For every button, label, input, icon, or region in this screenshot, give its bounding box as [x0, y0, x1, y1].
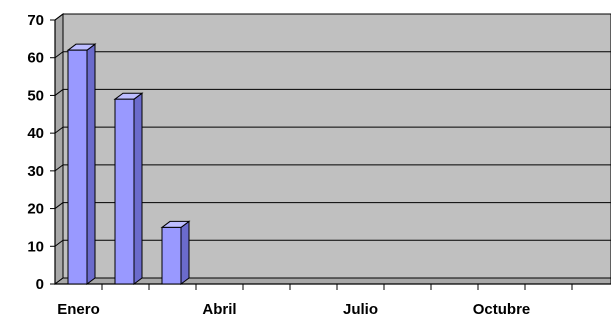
y-tick-label: 20: [27, 201, 44, 218]
bar: [113, 92, 144, 285]
bar: [66, 43, 97, 285]
y-tick-label: 60: [27, 50, 44, 67]
bar-front: [67, 49, 88, 285]
bar-side: [86, 43, 96, 285]
y-tick-label: 30: [27, 163, 44, 180]
y-tick-label: 10: [27, 238, 44, 255]
gridline-diagonal: [54, 164, 64, 172]
x-tick-label: Enero: [57, 301, 100, 318]
gridline-diagonal: [54, 89, 64, 96]
plot-back-wall: [62, 13, 611, 279]
y-tick-label: 40: [27, 125, 44, 142]
bar: [160, 220, 191, 285]
gridline-diagonal: [54, 13, 64, 21]
y-tick-label: 0: [36, 276, 44, 293]
y-tick-label: 70: [27, 12, 44, 29]
x-tick-label: Abril: [202, 301, 236, 318]
gridline-diagonal: [54, 239, 64, 247]
x-tick-label: Octubre: [473, 301, 531, 318]
bar-front: [114, 98, 135, 285]
x-tick-label: Julio: [343, 301, 378, 318]
bar-front: [161, 226, 182, 285]
bar-side: [180, 220, 190, 285]
y-tick-label: 50: [27, 87, 44, 104]
bar-side: [133, 92, 143, 285]
gridline-diagonal: [54, 202, 64, 209]
gridline-diagonal: [54, 51, 64, 59]
gridline-diagonal: [54, 126, 64, 134]
